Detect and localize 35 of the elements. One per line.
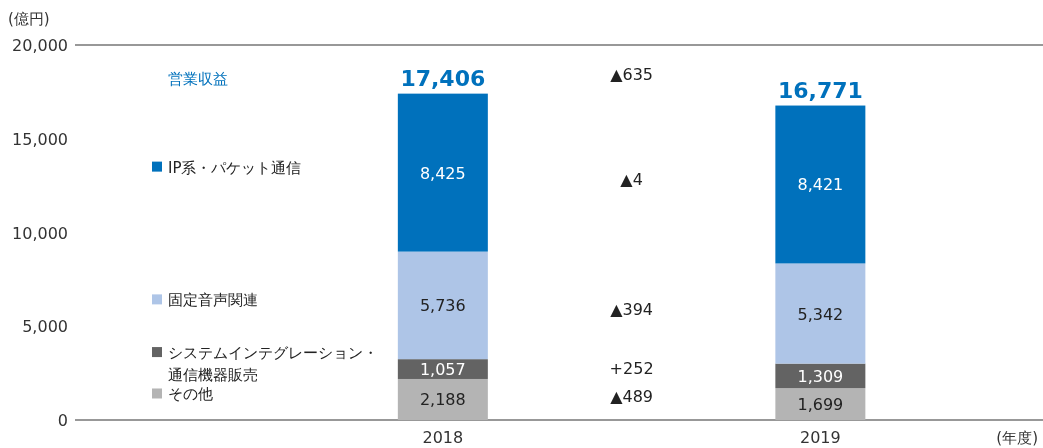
data-label: 1,057 [419, 360, 466, 380]
data-label: 2,188 [419, 390, 466, 410]
data-label: 8,421 [797, 175, 844, 195]
annotation: ▲394 [610, 300, 654, 320]
bar [775, 388, 866, 420]
bar [775, 105, 866, 264]
annotation: ▲635 [610, 64, 654, 84]
y-tick-label: 20,000 [12, 36, 68, 55]
y-tick-label: 5,000 [22, 317, 68, 337]
bar [775, 263, 866, 364]
annotation: 営業収益 [168, 69, 228, 88]
bar [397, 378, 488, 420]
annotation: +252 [609, 359, 654, 379]
bar [397, 251, 488, 360]
legend-label: 固定音声関連 [168, 291, 258, 310]
annotation: ▲4 [620, 169, 643, 189]
y-tick-label: 0 [57, 411, 68, 430]
data-label: 5,736 [419, 296, 466, 316]
legend-label: システムインテグレーション・通信機器販売 [168, 344, 378, 385]
x-axis-title: (年度) [996, 429, 1038, 447]
y-axis-title: (億円) [8, 10, 50, 28]
legend-label: その他 [168, 385, 213, 404]
x-tick-label: 2019 [800, 428, 841, 447]
bar [397, 93, 488, 252]
data-label: 5,342 [797, 304, 844, 324]
annotation: ▲489 [610, 386, 654, 406]
y-tick-label: 10,000 [12, 223, 68, 243]
data-label: 1,309 [797, 366, 844, 386]
data-label: 1,699 [797, 395, 844, 415]
total-label: 17,406 [400, 65, 486, 91]
x-tick-label: 2018 [422, 428, 464, 447]
legend-label: IP系・パケット通信 [168, 158, 302, 177]
total-label: 16,771 [777, 77, 863, 103]
data-label: 8,425 [419, 163, 466, 183]
y-tick-label: 15,000 [12, 129, 68, 149]
